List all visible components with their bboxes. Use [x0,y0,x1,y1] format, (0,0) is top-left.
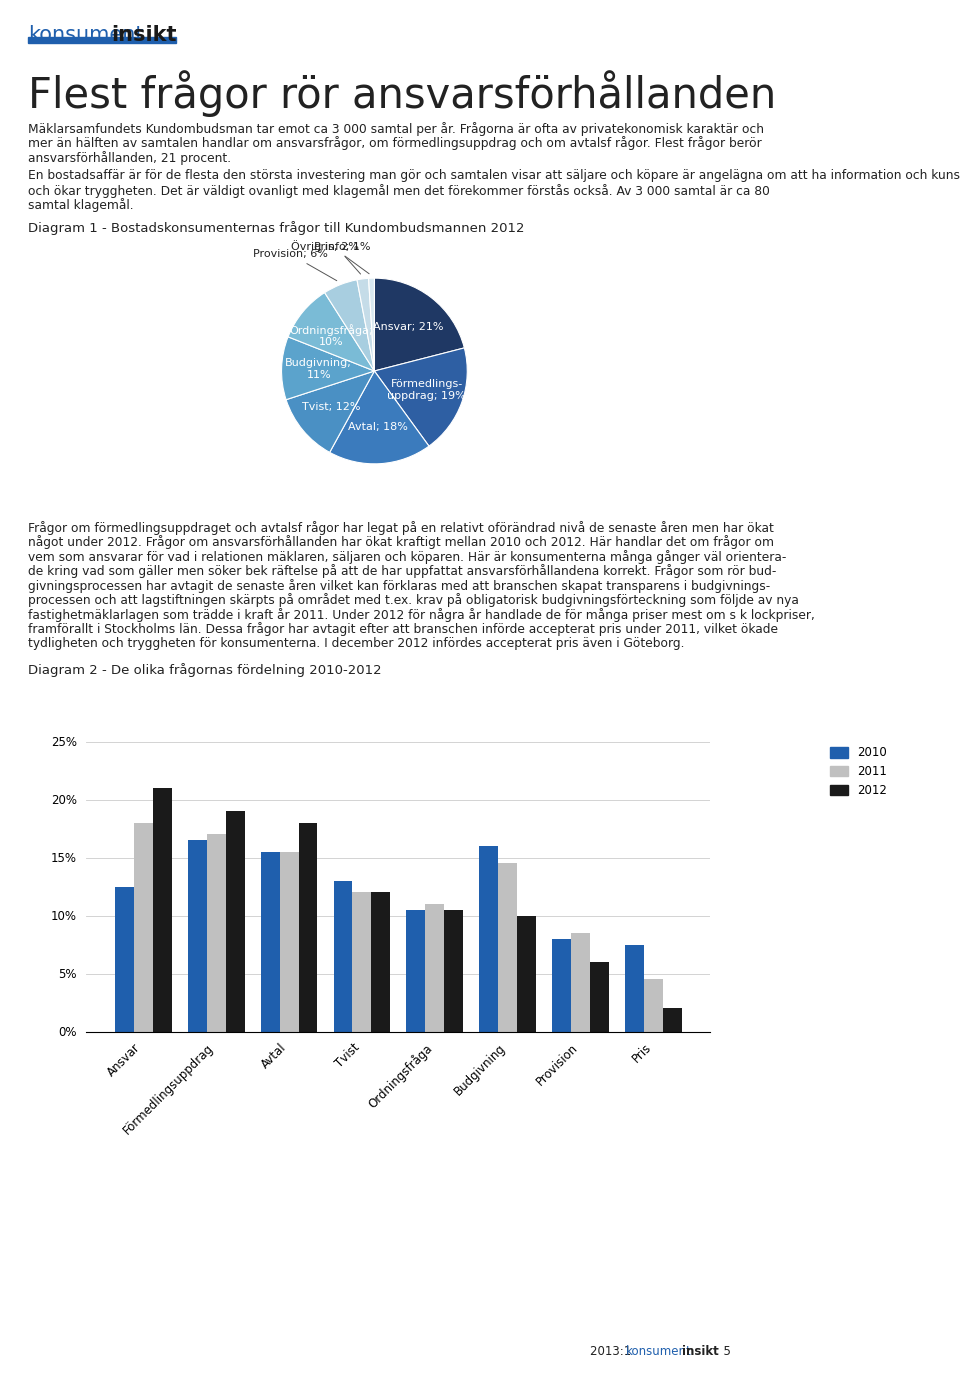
Bar [352,893,372,1031]
Text: insikt: insikt [682,1346,719,1358]
Wedge shape [329,371,429,464]
Bar [115,886,133,1031]
Text: Mäklarsamfundets Kundombudsman tar emot ca 3 000 samtal per år. Frågorna är ofta: Mäklarsamfundets Kundombudsman tar emot … [28,121,764,137]
Wedge shape [281,337,374,400]
Text: givningsprocessen har avtagit de senaste åren vilket kan förklaras med att brans: givningsprocessen har avtagit de senaste… [28,580,770,593]
Text: mer än hälften av samtalen handlar om ansvarsfrågor, om förmedlingsuppdrag och o: mer än hälften av samtalen handlar om an… [28,137,761,150]
Bar [133,822,153,1031]
Bar [517,915,537,1031]
Bar [498,864,517,1031]
Bar [425,904,444,1031]
Text: Diagram 1 - Bostadskonsumenternas frågor till Kundombudsmannen 2012: Diagram 1 - Bostadskonsumenternas frågor… [28,221,524,235]
Text: de kring vad som gäller men söker bek räftelse på att de har uppfattat ansvarsfö: de kring vad som gäller men söker bek rä… [28,564,777,578]
Text: Pris; 2%: Pris; 2% [314,241,361,275]
Text: Ansvar; 21%: Ansvar; 21% [373,322,444,333]
Wedge shape [286,371,374,453]
Legend: 2010, 2011, 2012: 2010, 2011, 2012 [826,741,892,802]
Text: Förmedlings-
uppdrag; 19%: Förmedlings- uppdrag; 19% [388,380,467,400]
Bar [479,846,498,1031]
Text: 2013:1: 2013:1 [590,1346,635,1358]
Bar [625,944,644,1031]
Text: och ökar tryggheten. Det är väldigt ovanligt med klagemål men det förekommer för: och ökar tryggheten. Det är väldigt ovan… [28,184,770,197]
Bar [444,909,464,1031]
Wedge shape [374,279,465,371]
Text: fastighetmäklarlagen som trädde i kraft år 2011. Under 2012 för några år handlad: fastighetmäklarlagen som trädde i kraft … [28,609,815,622]
Text: processen och att lagstiftningen skärpts på området med t.ex. krav på obligatori: processen och att lagstiftningen skärpts… [28,593,799,607]
Text: vem som ansvarar för vad i relationen mäklaren, säljaren och köparen. Här är kon: vem som ansvarar för vad i relationen mä… [28,551,786,564]
Text: konsument: konsument [28,25,143,46]
Wedge shape [374,348,468,446]
Bar [153,788,172,1031]
Bar [187,840,206,1031]
Wedge shape [288,293,374,371]
Text: ansvarsförhållanden, 21 procent.: ansvarsförhållanden, 21 procent. [28,150,231,166]
Bar [260,851,279,1031]
Bar [552,938,571,1031]
Text: framförallt i Stockholms län. Dessa frågor har avtagit efter att branschen inför: framförallt i Stockholms län. Dessa fråg… [28,622,778,636]
Bar [406,909,425,1031]
Bar [571,933,590,1031]
Text: tydligheten och tryggheten för konsumenterna. I december 2012 infördes acceptera: tydligheten och tryggheten för konsument… [28,638,684,650]
Text: Diagram 2 - De olika frågornas fördelning 2010-2012: Diagram 2 - De olika frågornas fördelnin… [28,664,382,678]
Wedge shape [324,280,374,371]
Text: insikt: insikt [111,25,177,46]
Bar [206,835,226,1031]
Text: Provision; 6%: Provision; 6% [253,250,337,280]
Text: Budgivning;
11%: Budgivning; 11% [285,359,352,380]
Text: något under 2012. Frågor om ansvarsförhållanden har ökat kraftigt mellan 2010 oc: något under 2012. Frågor om ansvarsförhå… [28,535,774,549]
Text: Flest frågor rör ansvarsförhållanden: Flest frågor rör ansvarsförhållanden [28,70,777,117]
Bar [299,822,318,1031]
Text: Ordningsfråga;
10%: Ordningsfråga; 10% [290,324,373,348]
Text: Avtal; 18%: Avtal; 18% [348,422,408,432]
Bar [279,851,299,1031]
Wedge shape [369,279,374,371]
Text: samtal klagemål.: samtal klagemål. [28,199,133,213]
Text: Tvist; 12%: Tvist; 12% [302,402,361,411]
Wedge shape [357,279,374,371]
Text: Frågor om förmedlingsuppdraget och avtalsf rågor har legat på en relativt oförän: Frågor om förmedlingsuppdraget och avtal… [28,522,774,535]
Bar [226,811,245,1031]
Bar [663,1009,682,1031]
Text: konsument: konsument [626,1346,692,1358]
Text: 5: 5 [716,1346,731,1358]
Text: Övrig info; 1%: Övrig info; 1% [291,240,371,273]
Text: En bostadsaffär är för de flesta den största investering man gör och samtalen vi: En bostadsaffär är för de flesta den stö… [28,170,960,182]
Bar [333,880,352,1031]
Bar [28,37,176,43]
Bar [644,980,663,1031]
Bar [590,962,610,1031]
Bar [372,893,391,1031]
